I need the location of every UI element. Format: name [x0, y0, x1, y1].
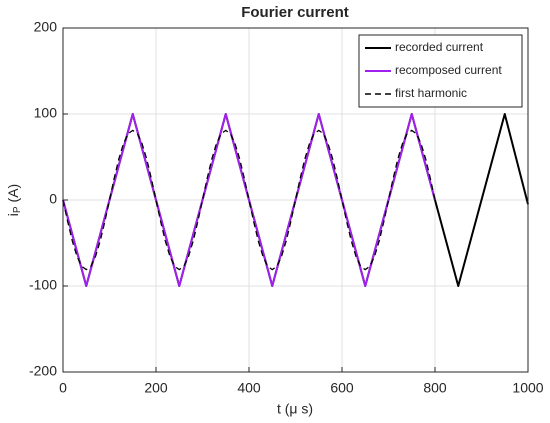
y-tick-label: 200 [34, 19, 58, 35]
legend-label: first harmonic [395, 86, 467, 100]
legend: recorded current recomposed current first … [358, 34, 523, 108]
y-tick-label: -100 [29, 277, 57, 293]
chart-title: Fourier current [241, 4, 349, 21]
x-tick-label: 800 [423, 380, 447, 396]
legend-label: recomposed current [395, 63, 502, 77]
legend-label: recorded current [395, 40, 484, 54]
x-tick-label: 400 [237, 380, 261, 396]
x-tick-label: 600 [330, 380, 354, 396]
x-tick-label: 200 [144, 380, 168, 396]
axes-frame [62, 27, 529, 373]
y-label-symbol: i [5, 213, 21, 216]
y-axis-label: iP (A) [5, 184, 23, 216]
x-axis-label: t (μ s) [277, 401, 313, 417]
y-tick-label: -200 [29, 363, 57, 379]
y-tick-label: 0 [49, 191, 57, 207]
series-line [62, 129, 436, 271]
y-label-unit: (A) [5, 184, 21, 203]
x-tick-label: 0 [59, 380, 67, 396]
y-label-subscript: P [12, 206, 23, 213]
series-line [62, 113, 436, 287]
y-tick-label: 100 [34, 105, 58, 121]
x-tick-label: 1000 [512, 380, 543, 396]
